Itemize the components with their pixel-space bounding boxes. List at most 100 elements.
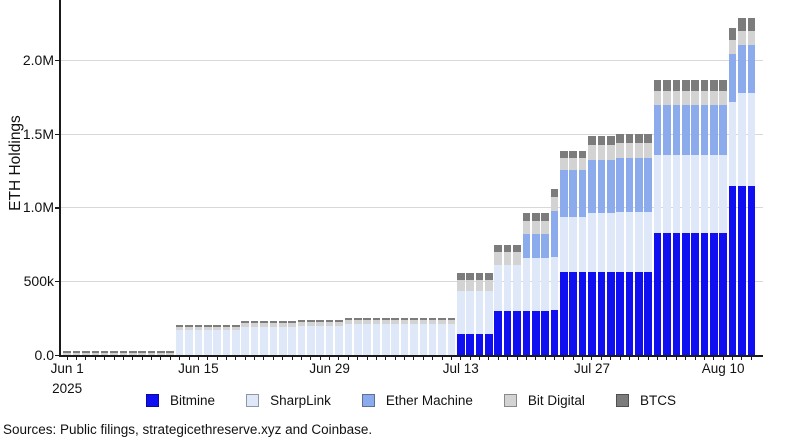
x-tick-mark bbox=[132, 356, 134, 360]
bar-segment-bit-digital bbox=[353, 320, 362, 325]
bar-segment-sharplink bbox=[194, 330, 203, 356]
x-tick-mark bbox=[291, 356, 293, 360]
bar-segment-btcs bbox=[438, 317, 446, 320]
bar-segment-bit-digital bbox=[232, 326, 240, 331]
bar-segment-sharplink bbox=[316, 325, 325, 356]
bar-segment-bit-digital bbox=[710, 90, 718, 105]
bar-segment-bitmine bbox=[691, 233, 699, 356]
x-tick-mark bbox=[282, 356, 284, 360]
bar-segment-bit-digital bbox=[260, 323, 268, 327]
bar-segment-btcs bbox=[728, 27, 737, 40]
bar-segment-btcs bbox=[606, 136, 615, 146]
bar-segment-bitmine bbox=[475, 333, 484, 356]
bar-segment-sharplink bbox=[719, 155, 727, 234]
x-tick-mark bbox=[385, 356, 387, 360]
bar-segment-btcs bbox=[335, 320, 343, 323]
bar-segment-sharplink bbox=[672, 155, 681, 234]
x-tick-mark bbox=[207, 356, 209, 360]
y-tick-label: 2.0M bbox=[22, 51, 54, 68]
bar-segment-bit-digital bbox=[428, 319, 437, 324]
x-tick-mark bbox=[394, 356, 396, 360]
legend-item-sharplink: SharpLink bbox=[246, 393, 331, 408]
bar-segment-btcs bbox=[138, 351, 146, 353]
bar-segment-btcs bbox=[428, 317, 437, 320]
x-tick-mark bbox=[488, 356, 490, 360]
x-tick-label: Jun 29 bbox=[309, 361, 350, 376]
bar-segment-bit-digital bbox=[335, 322, 343, 326]
bar-segment-sharplink bbox=[400, 324, 409, 356]
bar-segment-btcs bbox=[222, 325, 231, 327]
bar-segment-bit-digital bbox=[138, 352, 146, 356]
bar-segment-btcs bbox=[513, 245, 521, 253]
bar-segment-bitmine bbox=[738, 185, 746, 356]
bar-segment-btcs bbox=[297, 320, 306, 323]
bar-segment-sharplink bbox=[635, 211, 643, 273]
bar-segment-btcs bbox=[578, 150, 587, 158]
bar-segment-bitmine bbox=[672, 233, 681, 356]
bar-segment-ether-machine bbox=[700, 104, 709, 156]
bar-segment-bit-digital bbox=[222, 326, 231, 331]
bar-segment-btcs bbox=[82, 351, 90, 353]
bar-segment-bit-digital bbox=[344, 320, 353, 325]
x-tick-mark bbox=[94, 356, 96, 360]
bar-segment-bit-digital bbox=[166, 352, 175, 356]
bar-segment-bitmine bbox=[597, 272, 606, 356]
bar-segment-btcs bbox=[382, 318, 390, 321]
bar-segment-sharplink bbox=[428, 323, 437, 356]
x-tick-mark bbox=[497, 356, 499, 360]
bar-segment-btcs bbox=[203, 325, 212, 327]
x-tick-mark bbox=[113, 356, 115, 360]
bar-segment-btcs bbox=[644, 133, 653, 144]
bar-segment-bit-digital bbox=[363, 320, 371, 325]
bar-segment-btcs bbox=[72, 351, 81, 353]
legend-swatch-icon bbox=[146, 393, 160, 407]
bar-segment-sharplink bbox=[269, 326, 278, 356]
bar-segment-sharplink bbox=[700, 155, 709, 234]
y-axis-line bbox=[59, 0, 61, 356]
bar-segment-sharplink bbox=[391, 324, 399, 356]
bar-segment-bit-digital bbox=[606, 145, 615, 161]
y-tick-label: 1.5M bbox=[22, 125, 54, 142]
bar-segment-btcs bbox=[475, 273, 484, 281]
gridline bbox=[60, 133, 763, 135]
bar-segment-bit-digital bbox=[569, 157, 578, 171]
bar-segment-ether-machine bbox=[710, 104, 718, 156]
x-tick-label: Jul 13 bbox=[442, 361, 479, 376]
x-tick-mark bbox=[272, 356, 274, 360]
x-tick-mark bbox=[572, 356, 574, 360]
bar-segment-bitmine bbox=[569, 272, 578, 356]
bar-segment-btcs bbox=[194, 325, 203, 327]
x-tick-mark bbox=[160, 356, 162, 360]
bar-segment-sharplink bbox=[494, 265, 503, 312]
x-tick-mark bbox=[703, 356, 705, 360]
bar-segment-bit-digital bbox=[625, 143, 634, 158]
bar-segment-bit-digital bbox=[250, 323, 259, 327]
bar-segment-btcs bbox=[325, 320, 334, 323]
bar-segment-bit-digital bbox=[175, 326, 184, 331]
bar-segment-sharplink bbox=[438, 323, 446, 356]
bar-segment-sharplink bbox=[203, 330, 212, 356]
bar-segment-btcs bbox=[681, 80, 690, 91]
bar-segment-ether-machine bbox=[569, 170, 578, 218]
x-tick-mark bbox=[647, 356, 649, 360]
x-tick-mark bbox=[441, 356, 443, 360]
x-tick-mark bbox=[591, 356, 593, 360]
bar-segment-bit-digital bbox=[560, 157, 568, 171]
bar-segment-ether-machine bbox=[738, 45, 746, 94]
x-tick-mark bbox=[151, 356, 153, 360]
bar-segment-btcs bbox=[456, 273, 465, 281]
bar-segment-bitmine bbox=[541, 311, 549, 356]
x-tick-mark bbox=[741, 356, 743, 360]
bar-segment-btcs bbox=[91, 351, 100, 353]
bar-segment-btcs bbox=[710, 80, 718, 91]
bar-segment-bit-digital bbox=[391, 320, 399, 325]
bar-segment-ether-machine bbox=[719, 104, 727, 156]
bar-segment-btcs bbox=[747, 18, 756, 31]
x-tick-mark bbox=[197, 356, 199, 360]
bar-segment-btcs bbox=[232, 325, 240, 327]
x-tick-mark bbox=[338, 356, 340, 360]
bar-segment-bitmine bbox=[578, 272, 587, 356]
bar-segment-sharplink bbox=[466, 291, 474, 334]
sources-note: Sources: Public filings, strategicethres… bbox=[3, 422, 373, 437]
bar-segment-ether-machine bbox=[522, 233, 531, 258]
